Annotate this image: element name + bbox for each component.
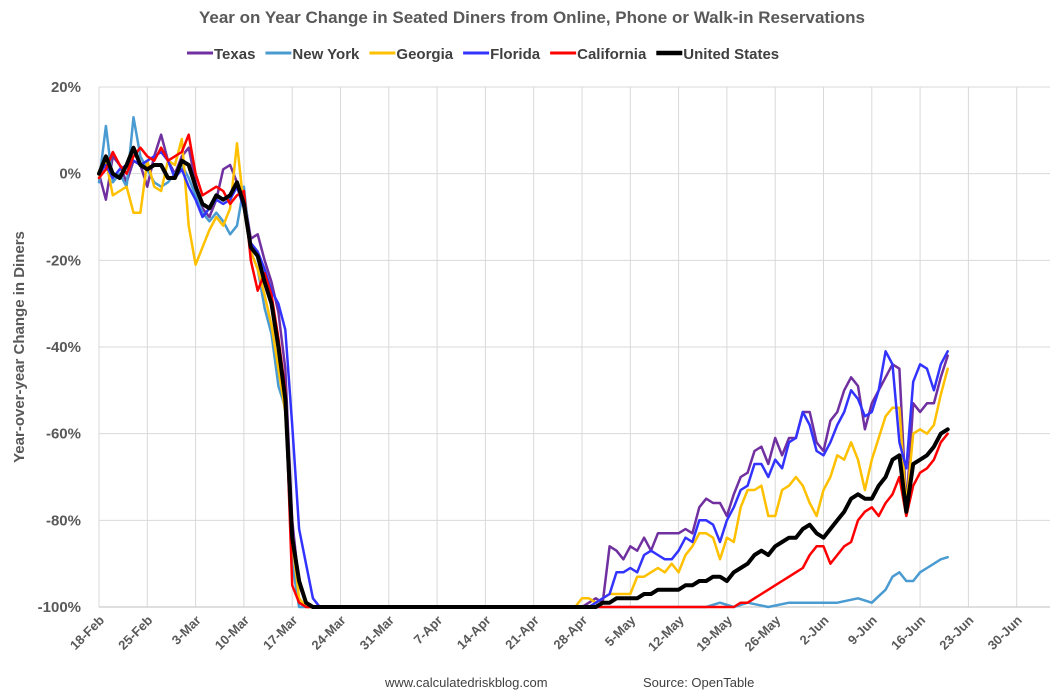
legend-item-texas: Texas	[187, 46, 255, 63]
x-tick-label: 9-Jun	[845, 612, 880, 647]
legend-label: New York	[292, 46, 360, 63]
x-tick-label: 10-Mar	[212, 613, 252, 653]
legend-item-united-states: United States	[656, 46, 779, 63]
series-line-california	[97, 133, 949, 609]
x-tick-label: 30-Jun	[985, 612, 1025, 652]
y-axis-label: Year-over-year Change in Diners	[11, 231, 28, 463]
y-axis-ticks: 20% 0% -20% -40% -60% -80% -100%	[38, 79, 81, 616]
y-tick-label: 20%	[51, 79, 81, 96]
gridlines	[98, 86, 1050, 608]
series-line-georgia	[97, 137, 949, 609]
legend-item-new-york: New York	[265, 46, 360, 63]
x-tick-label: 14-Apr	[454, 613, 494, 653]
legend-label: Florida	[490, 46, 541, 63]
x-tick-label: 25-Feb	[115, 612, 155, 652]
x-tick-label: 5-May	[602, 612, 639, 649]
x-tick-label: 7-Apr	[411, 613, 446, 648]
x-tick-label: 18-Feb	[67, 612, 107, 652]
series-lines	[97, 116, 950, 609]
x-tick-label: 16-Jun	[888, 612, 928, 652]
x-tick-label: 26-May	[742, 612, 784, 654]
x-tick-label: 19-May	[693, 612, 735, 654]
y-tick-label: -80%	[46, 512, 81, 529]
legend: Texas New York Georgia Florida California Uni…	[187, 46, 779, 63]
legend-label: California	[577, 46, 647, 63]
y-tick-label: 0%	[59, 166, 81, 183]
x-tick-label: 3-Mar	[169, 613, 204, 648]
chart-title: Year on Year Change in Seated Diners fro…	[199, 8, 865, 27]
series-line-florida	[97, 150, 949, 609]
y-tick-label: -60%	[46, 426, 81, 443]
series-line-new-york	[97, 116, 949, 609]
y-tick-label: -40%	[46, 339, 81, 356]
legend-label: Texas	[214, 46, 255, 63]
x-tick-label: 23-Jun	[936, 612, 976, 652]
x-tick-label: 12-May	[645, 612, 687, 654]
x-tick-label: 24-Mar	[308, 613, 348, 653]
x-axis-ticks: 18-Feb 25-Feb 3-Mar 10-Mar 17-Mar 24-Mar 31-Ma…	[67, 612, 1025, 654]
footer-source: Source: OpenTable	[643, 675, 754, 690]
x-tick-label: 28-Apr	[550, 613, 590, 653]
x-tick-label: 31-Mar	[357, 613, 397, 653]
footer-source-site: www.calculatedriskblog.com	[384, 675, 548, 690]
legend-item-california: California	[550, 46, 647, 63]
x-tick-label: 17-Mar	[260, 613, 300, 653]
y-tick-label: -100%	[38, 599, 81, 616]
legend-item-florida: Florida	[463, 46, 541, 63]
legend-label: Georgia	[396, 46, 453, 63]
y-tick-label: -20%	[46, 252, 81, 269]
legend-label: United States	[683, 46, 779, 63]
legend-item-georgia: Georgia	[369, 46, 454, 63]
x-tick-label: 2-Jun	[796, 612, 831, 647]
x-tick-label: 21-Apr	[502, 613, 542, 653]
series-line-united-states	[97, 145, 950, 609]
